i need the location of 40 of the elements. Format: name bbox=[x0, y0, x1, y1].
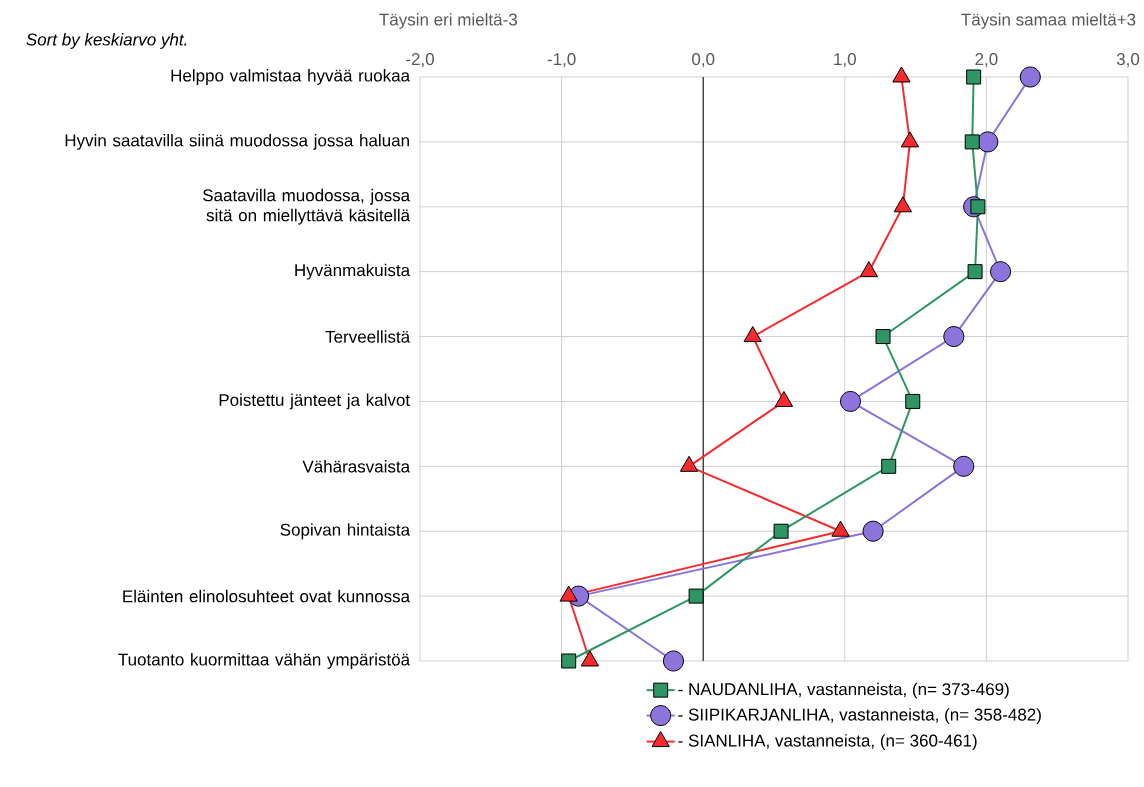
legend-label: - NAUDANLIHA, vastanneista, (n= 373-469) bbox=[678, 682, 1009, 699]
y-tick-label: Eläinten elinolosuhteet ovat kunnossa bbox=[123, 589, 411, 603]
y-tick-label: Hyvin saatavilla siinä muodossa jossa haluan bbox=[65, 133, 409, 150]
y-tick-label: Helppo valmistaa hyvää ruokaa bbox=[171, 69, 411, 85]
point bbox=[875, 329, 891, 345]
legend-label: - SIANLIHA, vastanneista, (n= 360-461) bbox=[678, 734, 977, 750]
x-tick-label: 3,0 bbox=[1116, 53, 1140, 68]
point bbox=[881, 458, 897, 474]
y-tick-label: Saatavilla muodossa, jossa sitä on miellyttävä käsitellä bbox=[203, 188, 411, 225]
text: Täysin eri mieltä-3 bbox=[379, 13, 517, 29]
x-tick-label: -1,0 bbox=[547, 53, 576, 68]
y-tick-label: Terveellistä bbox=[325, 330, 411, 343]
point bbox=[688, 588, 704, 604]
point bbox=[964, 134, 980, 150]
x-tick-label: 1,0 bbox=[834, 53, 856, 68]
y-tick-label: Poistettu jänteet ja kalvot bbox=[219, 393, 410, 410]
y-tick-label: Vähärasvaista bbox=[302, 460, 411, 473]
y-tick-label: Hyvänmakuista bbox=[295, 263, 411, 280]
x-tick-label: 0,0 bbox=[692, 53, 715, 68]
point bbox=[967, 264, 983, 280]
point bbox=[662, 650, 684, 672]
point bbox=[743, 326, 762, 343]
x-tick-label: 2,0 bbox=[975, 53, 998, 68]
y-tick-label: Sopivan hintaista bbox=[280, 523, 411, 540]
point bbox=[1019, 66, 1041, 88]
y-tick-label: Tuotanto kuormittaa vähän ympäristöä bbox=[118, 653, 411, 669]
point bbox=[966, 69, 982, 85]
point bbox=[561, 653, 577, 669]
point bbox=[953, 455, 975, 477]
legend-label: - SIIPIKARJANLIHA, vastanneista, (n= 358-482) bbox=[678, 708, 1041, 724]
point bbox=[773, 523, 789, 539]
text: Täysin samaa mieltä+3 bbox=[961, 13, 1136, 29]
x-tick-label: -2,0 bbox=[406, 53, 434, 68]
point bbox=[990, 261, 1012, 283]
text: Sort by keskiarvo yht. bbox=[26, 33, 187, 49]
point bbox=[943, 326, 965, 348]
point bbox=[977, 131, 999, 153]
point bbox=[862, 520, 884, 542]
point bbox=[839, 390, 861, 412]
point bbox=[905, 393, 921, 409]
